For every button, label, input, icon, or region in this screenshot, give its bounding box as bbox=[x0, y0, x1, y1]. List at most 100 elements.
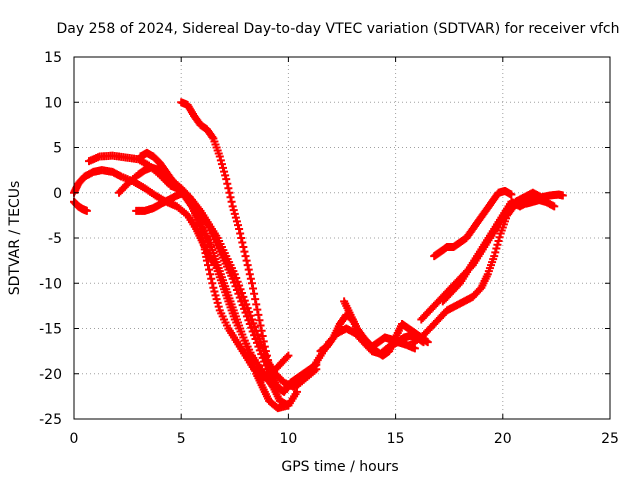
data-point bbox=[221, 171, 230, 180]
data-point bbox=[491, 248, 500, 257]
data-point bbox=[250, 289, 259, 298]
data-point bbox=[207, 274, 216, 283]
data-point bbox=[232, 286, 241, 295]
data-point bbox=[205, 265, 214, 274]
data-point bbox=[204, 261, 212, 270]
data-point bbox=[250, 331, 259, 340]
chart-title: Day 258 of 2024, Sidereal Day-to-day VTE… bbox=[56, 21, 619, 37]
data-point bbox=[232, 217, 241, 226]
y-tick-label: 0 bbox=[53, 186, 62, 202]
x-tick-label: 20 bbox=[494, 431, 512, 447]
data-point bbox=[251, 335, 260, 344]
data-point bbox=[253, 305, 262, 314]
data-point bbox=[234, 221, 243, 230]
data-point bbox=[235, 293, 244, 302]
data-point bbox=[217, 160, 226, 169]
data-point bbox=[212, 295, 221, 304]
data-point bbox=[82, 206, 91, 215]
data-point bbox=[242, 256, 251, 265]
data-point bbox=[245, 319, 254, 328]
data-point bbox=[261, 347, 270, 356]
data-point bbox=[228, 202, 237, 211]
data-point bbox=[237, 297, 246, 306]
data-point bbox=[224, 184, 233, 193]
data-point bbox=[266, 365, 275, 374]
data-point bbox=[244, 265, 253, 274]
data-point bbox=[208, 279, 217, 288]
data-point bbox=[248, 327, 257, 336]
axis-ticks: 0 5 10 15 20 25 -25 -20 -15 -10 -5 0 5 10 15 bbox=[39, 50, 619, 447]
data-point bbox=[231, 282, 240, 291]
data-point bbox=[216, 156, 225, 165]
data-point bbox=[265, 360, 274, 369]
data-point bbox=[243, 261, 252, 270]
data-point bbox=[240, 304, 249, 313]
data-point bbox=[558, 191, 567, 200]
data-point bbox=[234, 289, 243, 298]
data-point bbox=[209, 283, 218, 292]
data-point bbox=[211, 291, 220, 300]
data-point bbox=[222, 175, 231, 184]
x-axis-title: GPS time / hours bbox=[281, 459, 398, 475]
series-arc-14 bbox=[438, 193, 559, 306]
x-tick-label: 0 bbox=[70, 431, 79, 447]
data-point bbox=[236, 229, 245, 238]
data-point bbox=[423, 338, 432, 347]
data-point bbox=[258, 353, 267, 362]
data-point bbox=[225, 188, 234, 197]
data-point bbox=[494, 237, 503, 246]
data-point bbox=[254, 310, 263, 319]
data-point bbox=[213, 298, 222, 307]
data-point bbox=[257, 350, 266, 359]
data-point bbox=[256, 321, 265, 330]
data-points bbox=[70, 98, 567, 413]
x-tick-label: 25 bbox=[601, 431, 619, 447]
y-tick-label: -20 bbox=[39, 367, 62, 383]
data-point bbox=[230, 209, 239, 218]
series-arc-7 bbox=[70, 197, 91, 215]
data-point bbox=[227, 197, 236, 206]
data-point bbox=[245, 270, 254, 279]
data-point bbox=[246, 274, 255, 283]
y-tick-label: -15 bbox=[39, 322, 62, 338]
data-point bbox=[490, 252, 499, 261]
data-point bbox=[247, 279, 256, 288]
data-point bbox=[292, 387, 301, 396]
data-point bbox=[257, 326, 266, 335]
data-point bbox=[260, 342, 269, 351]
data-point bbox=[284, 351, 293, 360]
data-point bbox=[230, 278, 239, 287]
data-point bbox=[255, 316, 264, 325]
data-point bbox=[237, 234, 246, 242]
y-tick-label: 5 bbox=[53, 141, 62, 157]
y-tick-label: 15 bbox=[44, 50, 62, 66]
data-point bbox=[262, 351, 271, 360]
x-tick-label: 10 bbox=[279, 431, 297, 447]
data-point bbox=[493, 240, 502, 249]
data-point bbox=[215, 152, 224, 161]
data-point bbox=[410, 344, 419, 353]
data-point bbox=[244, 316, 253, 325]
data-point bbox=[206, 270, 215, 279]
data-point bbox=[235, 224, 244, 233]
data-point bbox=[495, 233, 504, 242]
data-point bbox=[210, 287, 219, 296]
data-point bbox=[252, 300, 261, 309]
data-point bbox=[229, 206, 238, 215]
data-point bbox=[208, 132, 217, 141]
data-point bbox=[264, 356, 273, 365]
data-point bbox=[282, 353, 291, 362]
data-point bbox=[231, 213, 240, 222]
data-point bbox=[284, 401, 293, 410]
y-axis-title: SDTVAR / TECUs bbox=[7, 181, 23, 296]
data-point bbox=[550, 202, 559, 211]
series-arc-5 bbox=[132, 188, 293, 383]
data-point bbox=[507, 190, 516, 199]
data-point bbox=[223, 179, 232, 188]
data-point bbox=[241, 252, 250, 261]
data-point bbox=[492, 244, 501, 253]
data-point bbox=[252, 338, 261, 347]
data-point bbox=[219, 163, 228, 172]
